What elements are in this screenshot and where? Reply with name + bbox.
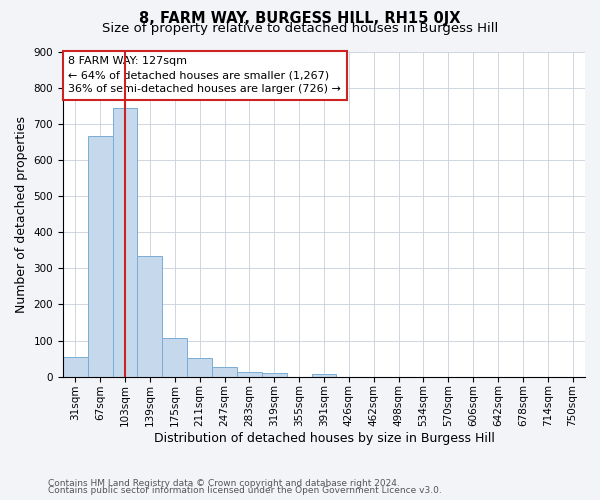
Bar <box>113 108 137 376</box>
Bar <box>63 357 88 376</box>
Bar <box>163 338 187 376</box>
Bar <box>212 367 237 376</box>
Text: 8, FARM WAY, BURGESS HILL, RH15 0JX: 8, FARM WAY, BURGESS HILL, RH15 0JX <box>139 11 461 26</box>
Bar <box>137 256 163 376</box>
Text: Contains public sector information licensed under the Open Government Licence v3: Contains public sector information licen… <box>48 486 442 495</box>
X-axis label: Distribution of detached houses by size in Burgess Hill: Distribution of detached houses by size … <box>154 432 494 445</box>
Bar <box>237 372 262 376</box>
Text: 8 FARM WAY: 127sqm
← 64% of detached houses are smaller (1,267)
36% of semi-deta: 8 FARM WAY: 127sqm ← 64% of detached hou… <box>68 56 341 94</box>
Text: Contains HM Land Registry data © Crown copyright and database right 2024.: Contains HM Land Registry data © Crown c… <box>48 478 400 488</box>
Bar <box>311 374 337 376</box>
Bar <box>187 358 212 376</box>
Bar <box>262 373 287 376</box>
Y-axis label: Number of detached properties: Number of detached properties <box>15 116 28 312</box>
Bar <box>88 136 113 376</box>
Text: Size of property relative to detached houses in Burgess Hill: Size of property relative to detached ho… <box>102 22 498 35</box>
